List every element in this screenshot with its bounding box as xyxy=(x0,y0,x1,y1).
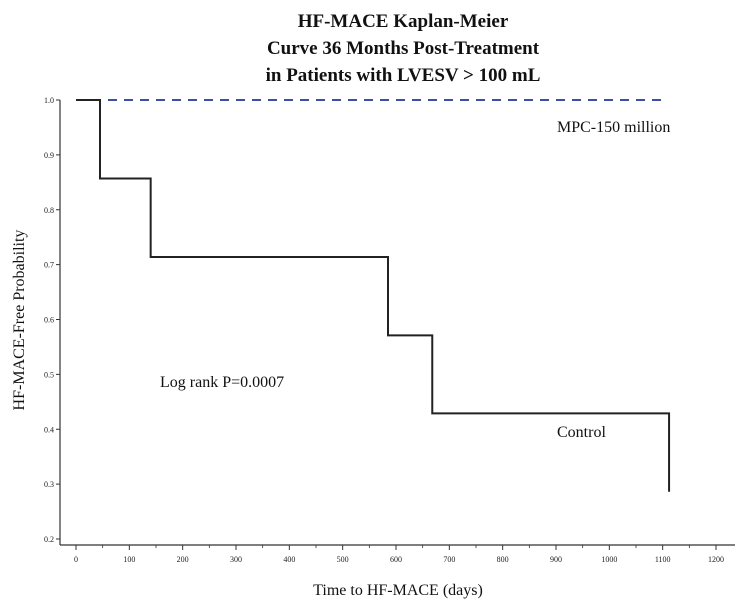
axes xyxy=(59,100,735,546)
x-axis-label: Time to HF-MACE (days) xyxy=(313,582,483,599)
x-tick-label: 1100 xyxy=(655,555,671,564)
y-tick-label: 0.8 xyxy=(44,206,54,215)
x-tick-label: 500 xyxy=(337,555,349,564)
y-tick-label: 1.0 xyxy=(44,96,54,105)
x-tick-label: 300 xyxy=(230,555,242,564)
y-tick-label: 0.3 xyxy=(44,480,54,489)
ticks: 0 100 200 300 400 500 600 700 800 900 1000 1100 1200… xyxy=(44,96,724,564)
x-tick-label: 700 xyxy=(443,555,455,564)
x-tick-label: 0 xyxy=(74,555,78,564)
y-axis-label: HF-MACE-Free Probability xyxy=(11,230,28,411)
y-tick-label: 0.9 xyxy=(44,151,54,160)
y-tick-label: 0.4 xyxy=(44,425,54,434)
log-rank-annotation: Log rank P=0.0007 xyxy=(160,374,284,391)
x-tick-label: 400 xyxy=(283,555,295,564)
series xyxy=(76,99,671,492)
chart-title-line-1: HF-MACE Kaplan-Meier xyxy=(298,11,509,32)
y-tick-label: 0.7 xyxy=(44,261,54,270)
y-tick-label: 0.6 xyxy=(44,316,54,325)
x-tick-label: 900 xyxy=(550,555,562,564)
x-tick-label: 200 xyxy=(177,555,189,564)
x-tick-label: 600 xyxy=(390,555,402,564)
x-tick-label: 1200 xyxy=(708,555,724,564)
x-tick-label: 800 xyxy=(497,555,509,564)
x-tick-label: 1000 xyxy=(601,555,617,564)
series-line-control xyxy=(76,99,671,492)
control-series-label: Control xyxy=(557,424,606,441)
chart-title-line-2: Curve 36 Months Post-Treatment xyxy=(267,38,540,59)
mpc-series-label: MPC-150 million xyxy=(557,119,670,136)
annotations: Log rank P=0.0007 Control MPC-150 million xyxy=(160,119,670,441)
y-tick-label: 0.2 xyxy=(44,535,54,544)
x-tick-label: 100 xyxy=(123,555,135,564)
chart-title-line-3: in Patients with LVESV > 100 mL xyxy=(266,65,541,86)
y-tick-label: 0.5 xyxy=(44,370,54,379)
